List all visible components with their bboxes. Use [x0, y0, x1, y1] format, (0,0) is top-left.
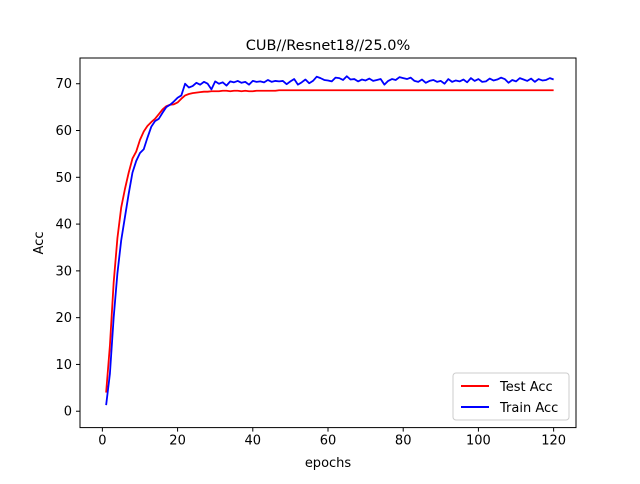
y-tick-label: 40: [55, 218, 72, 233]
legend: Test Acc Train Acc: [452, 372, 570, 421]
x-tick-label: 20: [169, 434, 186, 449]
series-line-train-acc: [105, 75, 554, 406]
y-tick-label: 10: [55, 358, 72, 373]
x-tick-label: 60: [320, 434, 337, 449]
y-tick-label: 30: [55, 264, 72, 279]
series-line-test-acc: [105, 89, 554, 393]
y-axis-label: Acc: [32, 232, 47, 255]
y-tick-label: 60: [55, 124, 72, 139]
y-tick-label: 70: [55, 77, 72, 92]
series-layer: [105, 75, 554, 406]
chart-title: CUB//Resnet18//25.0%: [246, 38, 410, 54]
x-tick-label: 100: [466, 434, 491, 449]
y-axis-ticks: 0 10 20 30 40 50 60 70: [55, 77, 80, 420]
x-axis-label: epochs: [305, 456, 352, 471]
legend-label-test-acc: Test Acc: [499, 380, 553, 395]
y-tick-label: 50: [55, 171, 72, 186]
legend-label-train-acc: Train Acc: [499, 401, 558, 416]
y-tick-label: 0: [64, 405, 72, 420]
y-tick-label: 20: [55, 311, 72, 326]
x-axis-ticks: 0 20 40 60 80 100 120: [98, 427, 566, 449]
x-tick-label: 40: [245, 434, 262, 449]
x-tick-label: 120: [541, 434, 566, 449]
x-tick-label: 80: [395, 434, 412, 449]
legend-box: [452, 372, 570, 421]
x-tick-label: 0: [98, 434, 106, 449]
